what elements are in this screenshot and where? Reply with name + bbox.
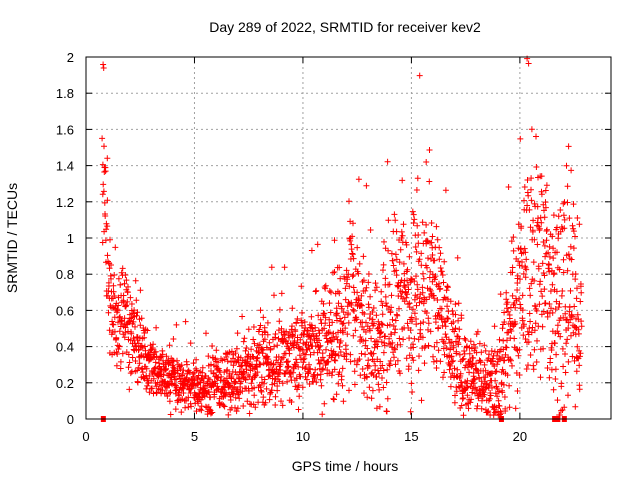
y-tick-label: 0.8 — [56, 267, 74, 282]
y-tick-label: 0.4 — [56, 340, 74, 355]
x-tick-label: 0 — [82, 429, 89, 444]
y-axis-label: SRMTID / TECUs — [4, 183, 20, 293]
y-tick-label: 1.4 — [56, 159, 74, 174]
y-tick-label: 1.8 — [56, 86, 74, 101]
y-tick-label: 1 — [67, 231, 74, 246]
chart-title: Day 289 of 2022, SRMTID for receiver kev… — [209, 19, 481, 35]
x-tick-label: 20 — [513, 429, 527, 444]
x-tick-label: 15 — [404, 429, 418, 444]
y-axis: 0 0.2 0.4 0.6 0.8 1 1.2 1.4 1.6 1.8 2 — [56, 50, 611, 427]
y-tick-label: 1.2 — [56, 195, 74, 210]
y-tick-label: 0 — [67, 412, 74, 427]
y-tick-label: 1.6 — [56, 122, 74, 137]
y-tick-label: 0.2 — [56, 376, 74, 391]
x-axis: 0 5 10 15 20 — [82, 57, 527, 444]
y-tick-label: 2 — [67, 50, 74, 65]
x-tick-label: 10 — [296, 429, 310, 444]
y-tick-label: 0.6 — [56, 303, 74, 318]
x-axis-label: GPS time / hours — [292, 458, 399, 474]
x-tick-label: 5 — [191, 429, 198, 444]
data-points — [99, 55, 585, 419]
scatter-points — [99, 55, 585, 419]
